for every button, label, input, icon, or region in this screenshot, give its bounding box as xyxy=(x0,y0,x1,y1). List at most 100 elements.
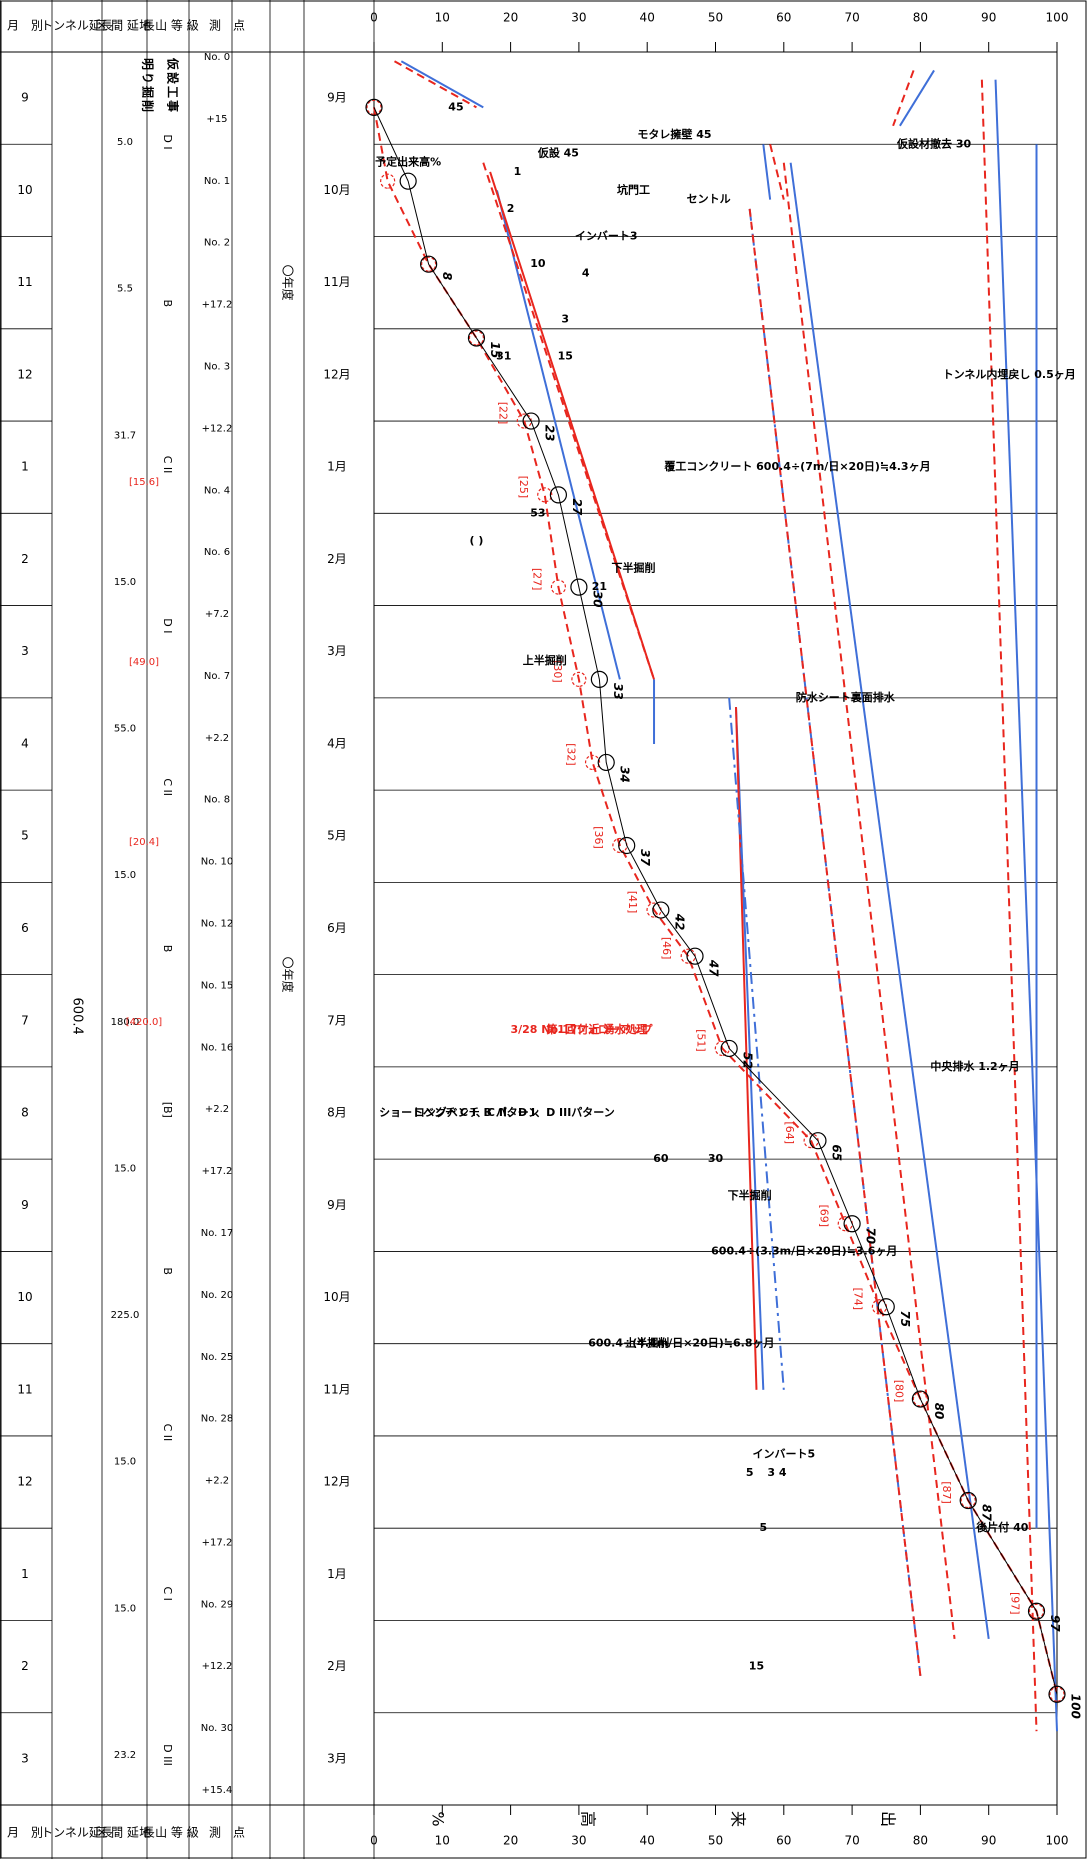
planned-point-label: [51] xyxy=(694,1029,707,1052)
annotation: 下半掘削 xyxy=(728,1188,772,1202)
bar-number: 3 4 xyxy=(767,1466,786,1479)
annotation: ショートベンチ C I、C II、D I、D IIIパターン xyxy=(379,1106,615,1119)
planned-point-label: [97] xyxy=(1009,1592,1022,1615)
actual-point-label: 47 xyxy=(707,959,721,977)
ground-class: B xyxy=(161,300,174,308)
data-point xyxy=(522,412,540,430)
data-point xyxy=(618,836,636,855)
fiscal-year-label: 〇年度 xyxy=(281,957,296,993)
data-point xyxy=(421,256,437,272)
section-length: 15.0 xyxy=(114,577,136,588)
construction-bars xyxy=(393,60,1058,1732)
open-cut-char: 明 xyxy=(141,58,155,70)
planned-point-label: [41] xyxy=(626,891,639,914)
bar-upper-cut-2 xyxy=(734,707,765,1390)
y-tick-label-left: 30 xyxy=(571,11,586,25)
month-label: 12月 xyxy=(323,1475,350,1489)
bar-number: 4 xyxy=(582,266,590,279)
station-label: +15.4 xyxy=(202,1785,233,1796)
data-point xyxy=(686,947,704,965)
station-label: +17.2 xyxy=(202,1537,233,1548)
monthly-number: 1 xyxy=(21,1567,29,1581)
station-label: No. 0 xyxy=(204,52,230,63)
actual-point-label: 37 xyxy=(638,849,652,866)
y-tick-label-right: 50 xyxy=(708,1834,723,1848)
bar-number: 10 xyxy=(530,257,546,270)
annotation: 3/28 No.17付近 湧水処理 xyxy=(510,1022,647,1036)
month-label: 1月 xyxy=(327,1567,347,1581)
open-cut-char: 掘 xyxy=(141,86,156,98)
actual-curve xyxy=(373,107,1058,1695)
monthly-number: 10 xyxy=(17,1290,32,1304)
station-label: No. 1 xyxy=(204,176,230,187)
data-point xyxy=(597,753,615,772)
planned-point-label: [25] xyxy=(517,476,530,499)
bar-number: 2 xyxy=(507,202,515,215)
ground-class: C I xyxy=(161,1586,174,1600)
header-label-left: 測 点 xyxy=(209,19,245,33)
station-label: No. 29 xyxy=(201,1599,234,1610)
data-point xyxy=(366,99,382,115)
month-label: 10月 xyxy=(323,1290,350,1304)
actual-point-label: 70 xyxy=(864,1227,878,1244)
y-tick-label-left: 20 xyxy=(503,11,518,25)
section-plan-bracket: [15.6] xyxy=(129,477,159,488)
annotation: 下半掘削 xyxy=(612,561,656,575)
bar-number: 45 xyxy=(448,100,463,113)
month-label: 10月 xyxy=(323,183,350,197)
monthly-number: 2 xyxy=(21,1659,29,1673)
month-label: 9月 xyxy=(327,1198,347,1212)
y-tick-label-left: 80 xyxy=(913,11,928,25)
month-label: 6月 xyxy=(327,921,347,935)
y-tick-label-left: 60 xyxy=(776,11,791,25)
section-length: 15.0 xyxy=(114,1603,136,1614)
month-label: 5月 xyxy=(327,829,347,843)
data-point xyxy=(380,173,396,189)
bar-number: ( ) xyxy=(470,534,484,547)
month-label: 2月 xyxy=(327,1659,347,1673)
annotation: 第1回フォローアップ xyxy=(546,1022,653,1036)
y-tick-label-left: 40 xyxy=(640,11,655,25)
month-label: 1月 xyxy=(327,460,347,474)
bar-tunnel-drain xyxy=(994,79,1058,1732)
section-length: 31.7 xyxy=(114,430,136,441)
annotation: 防水シート裏面排水 xyxy=(796,690,896,704)
actual-point-label: 30 xyxy=(590,591,604,608)
data-point xyxy=(399,172,417,190)
y-tick-label-right: 20 xyxy=(503,1834,518,1848)
section-length: 23.2 xyxy=(114,1750,136,1761)
section-length: 15.0 xyxy=(114,870,136,881)
station-label: +17.2 xyxy=(202,1166,233,1177)
station-label: +2.2 xyxy=(205,733,229,744)
bar-lower-cut-1 xyxy=(495,190,621,680)
section-length: 15.0 xyxy=(114,1457,136,1468)
month-label: 2月 xyxy=(327,552,347,566)
data-point xyxy=(843,1215,861,1233)
bar-mortar xyxy=(762,144,772,200)
station-label: No. 6 xyxy=(204,547,230,558)
actual-point-label: 23 xyxy=(543,425,557,442)
station-label: +15 xyxy=(206,114,227,125)
monthly-number: 11 xyxy=(17,275,32,289)
data-point xyxy=(652,901,670,919)
annotation: モタレ擁壁 45 xyxy=(637,127,711,141)
station-label: No. 7 xyxy=(204,671,230,682)
planned-curve xyxy=(373,107,1058,1695)
ground-class: B xyxy=(161,1267,174,1275)
monthly-number: 11 xyxy=(17,1382,32,1396)
section-length: 15.0 xyxy=(114,1163,136,1174)
actual-point-label: 100 xyxy=(1069,1694,1083,1719)
actual-point-label: 97 xyxy=(1048,1615,1062,1632)
monthly-number: 8 xyxy=(21,1106,29,1120)
month-label: 9月 xyxy=(327,91,347,105)
annotation: 予定出来高% xyxy=(375,155,441,169)
actual-point-label: 65 xyxy=(829,1144,843,1161)
annotation: 仮設 45 xyxy=(537,145,579,159)
monthly-number: 12 xyxy=(17,1475,32,1489)
actual-point-label: 80 xyxy=(932,1403,946,1420)
y-tick-label-right: 60 xyxy=(776,1834,791,1848)
bar-lower-cut-2 xyxy=(728,697,785,1390)
monthly-number: 3 xyxy=(21,644,29,658)
